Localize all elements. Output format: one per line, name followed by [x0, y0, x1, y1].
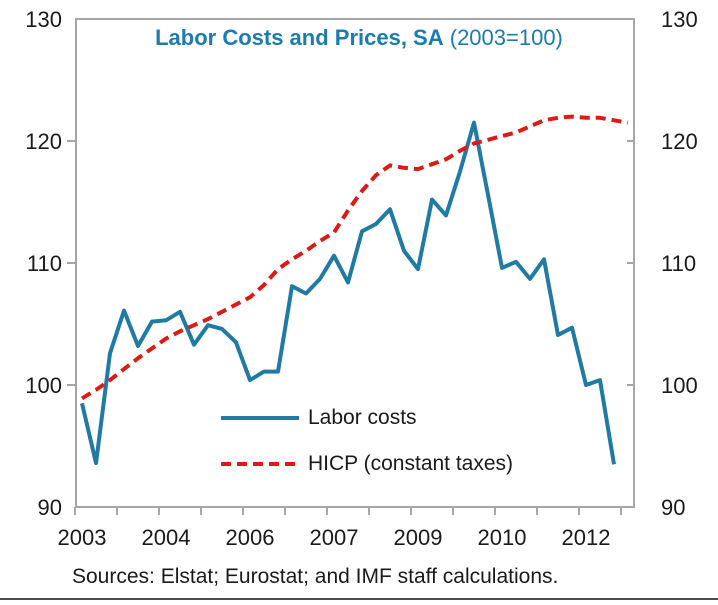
- chart-title-main: Labor Costs and Prices, SA: [155, 25, 444, 50]
- legend-label-labor-costs: Labor costs: [308, 406, 417, 429]
- hicp-line: [80, 114, 629, 401]
- y-axis-label-left: 100: [25, 373, 62, 398]
- labor-costs-line: [80, 120, 616, 466]
- y-axis-label-left: 120: [25, 129, 62, 154]
- y-axis-label-left: 110: [27, 251, 62, 276]
- x-axis-label: 2010: [478, 525, 527, 550]
- y-axis-label-right: 120: [661, 129, 698, 154]
- y-axis-label-right: 100: [661, 373, 698, 398]
- x-axis-label: 2006: [226, 525, 275, 550]
- x-axis-label: 2007: [310, 525, 359, 550]
- x-axis-label: 2004: [142, 525, 191, 550]
- bottom-divider: [0, 598, 718, 600]
- x-axis-label: 2012: [562, 525, 611, 550]
- y-axis-label-right: 110: [661, 251, 696, 276]
- chart-title-suffix: (2003=100): [443, 25, 563, 50]
- x-axis-label: 2003: [58, 525, 107, 550]
- y-axis-label-right: 130: [661, 7, 698, 32]
- y-axis-label-left: 90: [38, 495, 62, 520]
- legend-label-hicp: HICP (constant taxes): [308, 452, 514, 475]
- legend-swatch-labor-costs: [221, 416, 299, 420]
- y-axis-label-right: 90: [661, 495, 685, 520]
- legend-swatch-hicp: [221, 462, 299, 466]
- chart-title: Labor Costs and Prices, SA (2003=100): [0, 25, 718, 51]
- y-axis-label-left: 130: [25, 7, 62, 32]
- x-axis-label: 2009: [394, 525, 443, 550]
- sources-note: Sources: Elstat; Eurostat; and IMF staff…: [72, 565, 559, 588]
